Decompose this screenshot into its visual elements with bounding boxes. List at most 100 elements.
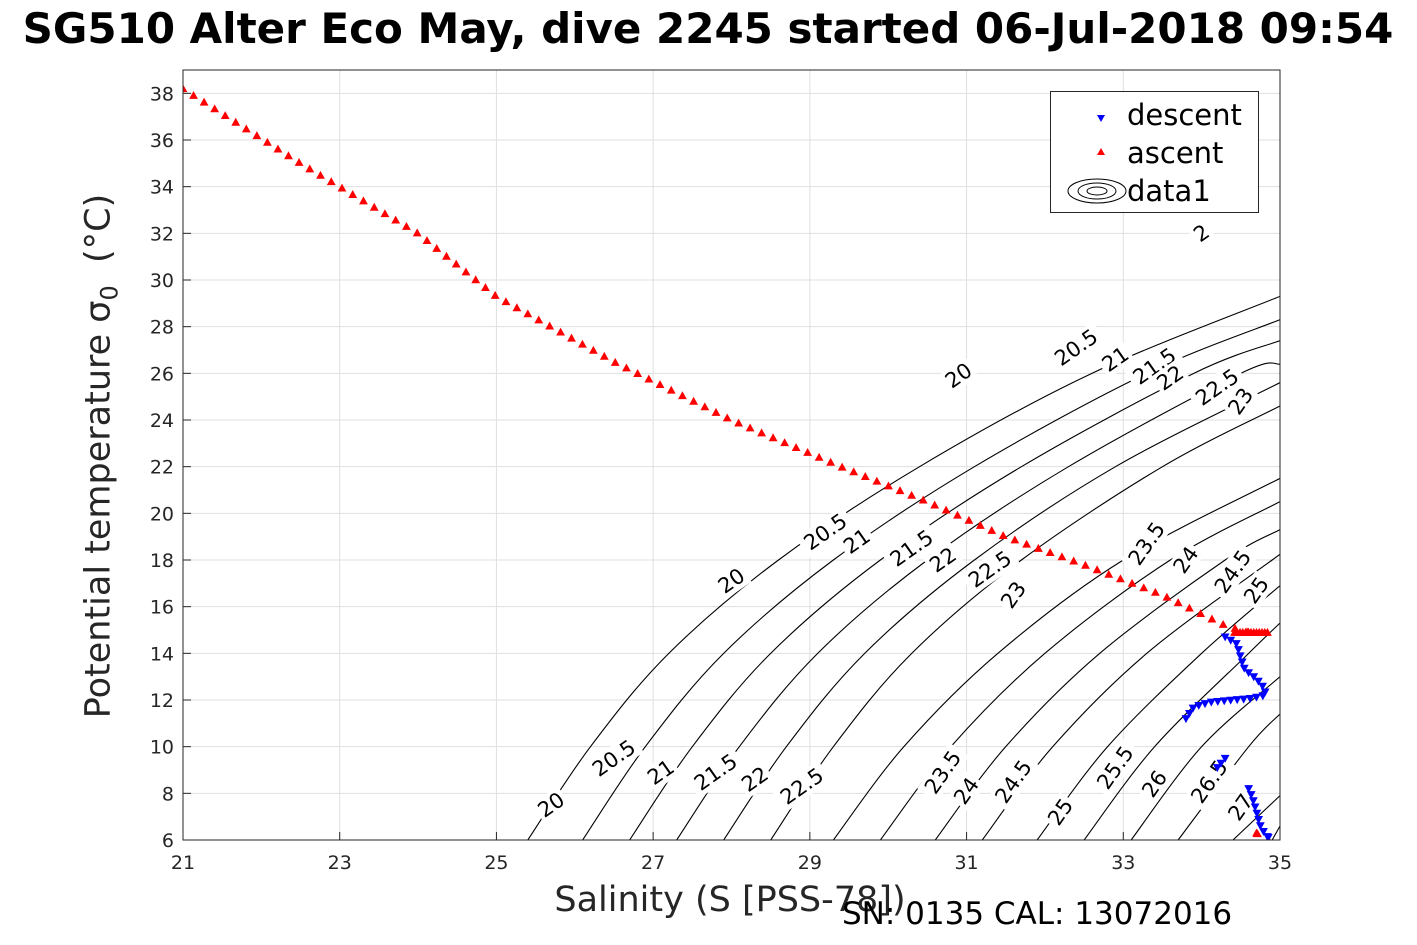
contour-label: 23.5 [1120,513,1173,574]
contour-label: 20.5 [584,732,644,785]
x-tick-label: 29 [798,852,822,874]
ascent-marker [1057,552,1067,561]
descent-marker [1259,827,1268,836]
descent-marker [1220,633,1230,642]
ascent-marker [337,183,347,192]
ascent-marker [359,196,368,205]
ascent-marker [545,321,555,330]
descent-marker [1258,682,1267,691]
ascent-marker [599,351,609,360]
contour-label-bg [1046,321,1107,374]
descent-marker [1239,695,1249,704]
contour-label-text: 24 [1168,542,1203,578]
y-label-unit: (°C) [78,193,119,263]
ascent-marker [895,486,905,495]
descent-marker [1255,822,1265,831]
y-tick-label: 18 [150,550,174,572]
ascent-marker [872,476,882,485]
ascent-marker [1127,578,1137,587]
contour-label: 23 [994,575,1033,615]
ascent-marker [316,170,325,179]
ascent-marker [1196,609,1206,618]
ascent-marker [1218,619,1228,628]
ascent-marker [1185,603,1194,612]
isopycnal-line [770,405,1280,840]
contour-label-bg [960,543,1020,596]
ascent-marker [578,339,587,348]
ascent-marker [849,467,859,476]
x-tick-label: 23 [328,852,352,874]
contour-label-bg [938,356,979,395]
y-tick-label: 38 [150,83,174,105]
y-label-main: Potential temperature σ [78,300,119,719]
ascent-marker [294,157,304,166]
ascent-marker [567,333,576,342]
ascent-marker [461,267,471,276]
ascent-marker [644,374,654,383]
ascent-marker [241,124,251,133]
ascent-marker [273,144,283,153]
ascent-marker [481,283,490,292]
legend-entry-data1: data1 [1051,172,1258,210]
ascent-marker [263,137,272,146]
ascent-marker [1081,560,1090,569]
y-tick-label: 36 [150,130,174,152]
ascent-marker [780,438,790,447]
contour-label-bg [1089,737,1142,798]
ascent-marker [884,481,893,490]
y-tick-label: 16 [150,597,174,619]
ascent-marker [975,520,985,529]
ascent-marker [814,452,824,461]
contour-label-bg [772,760,832,813]
ascent-marker [183,84,188,93]
contour-label-bg [987,751,1040,812]
ascent-marker [998,531,1008,540]
legend-label: ascent [1127,136,1224,170]
contour-label: 22.5 [772,760,832,813]
y-tick-label: 20 [150,503,174,525]
ascent-marker [860,472,870,480]
ascent-marker [610,357,620,366]
ascent-marker [837,462,847,471]
ascent-marker-icon [1097,148,1105,155]
ascent-marker [689,396,699,405]
ascent-marker [588,345,598,354]
descent-marker [1248,797,1258,806]
ascent-marker [918,495,928,504]
contour-label-bg [836,522,877,561]
contour-label: 26.5 [1183,751,1236,812]
ascent-marker [711,407,721,416]
descent-marker [1181,715,1191,724]
ascent-marker [210,104,220,113]
ascent-marker [700,402,710,411]
contour-label-text: 24 [949,773,984,809]
y-tick-label: 34 [150,177,174,199]
descent-marker [1194,702,1204,710]
ascent-marker [284,151,293,160]
ascent-marker [523,309,533,318]
ascent-marker [1010,535,1020,544]
contour-label-bg [881,522,942,575]
ascent-marker [199,97,209,106]
contour-label-bg [1135,764,1174,804]
contour-label-bg [1150,358,1191,398]
descent-marker [1244,785,1254,794]
ascent-marker [1033,543,1043,552]
y-tick-label: 6 [162,830,174,852]
ascent-marker [622,363,631,372]
descent-marker [1188,704,1198,713]
descent-marker [1231,640,1241,649]
isopycnal-line [1083,622,1280,840]
ascent-marker [803,447,813,456]
ascent-marker [1116,574,1125,583]
ascent-marker [442,251,451,260]
ascent-marker [1252,828,1261,837]
x-axis-label: Salinity (S [PSS-78]) [554,880,906,920]
ascent-marker [451,259,461,268]
ascent-marker [512,303,522,312]
y-tick-label: 28 [150,317,174,339]
descent-marker [1226,636,1236,645]
footer-note: SN: 0135 CAL: 13072016 [842,896,1233,932]
ascent-marker [231,117,241,126]
